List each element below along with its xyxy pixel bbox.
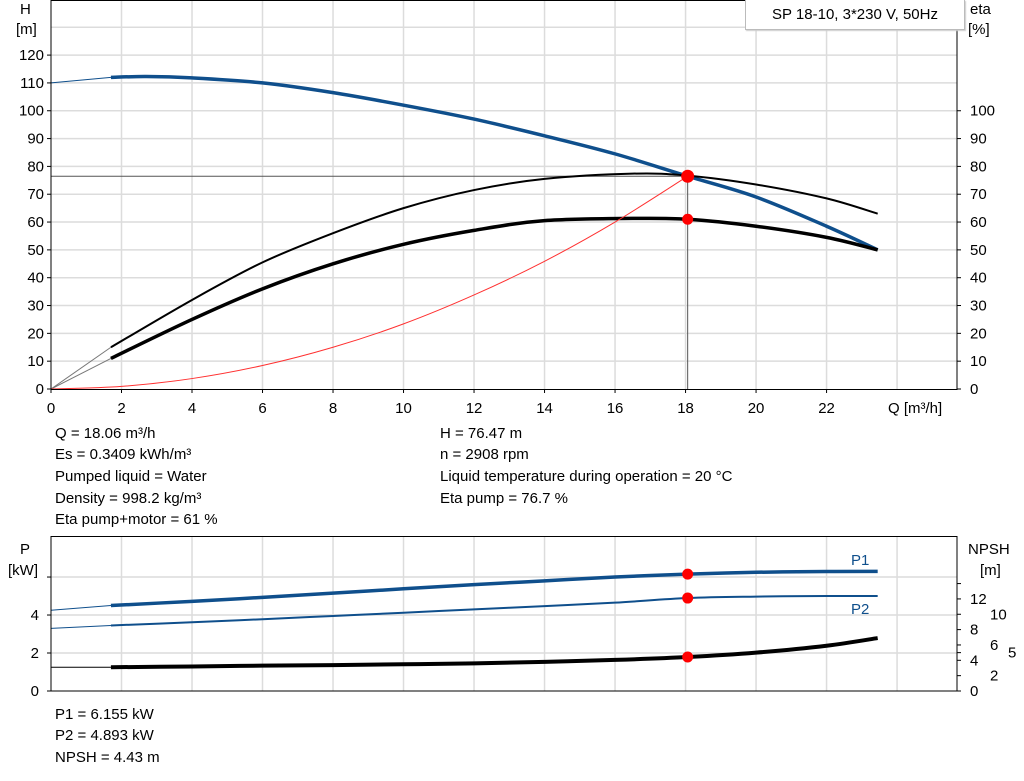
result-es: Es = 0.3409 kWh/m³ [55, 446, 192, 463]
npsh-tick-label: 12 [970, 591, 987, 608]
npsh-tick-label: 5 [1008, 645, 1016, 662]
npsh-tick-label: 8 [970, 622, 978, 639]
result-speed: n = 2908 rpm [440, 446, 529, 463]
npsh-tick-label: 4 [970, 652, 978, 669]
result-p1: P1 = 6.155 kW [55, 706, 154, 723]
q-tick-label: 8 [329, 400, 337, 417]
operating-point-marker [682, 213, 694, 225]
p-axis-label: P [20, 541, 30, 558]
h-tick-label: 80 [27, 158, 44, 175]
eta-tick-label: 90 [970, 131, 987, 148]
h-axis-label: H [20, 1, 31, 18]
npsh-axis-label: NPSH [968, 541, 1010, 558]
H-extrapolated-line [50, 76, 111, 84]
p1-curve [110, 569, 878, 608]
operating-point-marker [682, 592, 694, 604]
h-tick-label: 50 [27, 242, 44, 259]
top-chart-curves [50, 74, 879, 390]
result-density: Density = 998.2 kg/m³ [55, 490, 202, 507]
eta-tick-label: 80 [970, 158, 987, 175]
h-tick-label: 70 [27, 186, 44, 203]
result-head: H = 76.47 m [440, 425, 523, 442]
q-tick-label: 2 [117, 400, 125, 417]
npsh-tick-label: 6 [990, 637, 998, 654]
h-tick-label: 30 [27, 298, 44, 315]
npsh-tick-label: 10 [990, 606, 1007, 623]
bottom-plot-frame [50, 536, 958, 692]
h-tick-label: 40 [27, 270, 44, 287]
eta-tick-label: 40 [970, 270, 987, 287]
result-flow: Q = 18.06 m³/h [55, 425, 156, 442]
q-tick-label: 0 [47, 400, 55, 417]
eta-tick-label: 20 [970, 325, 987, 342]
h-tick-label: 100 [19, 103, 44, 120]
h-tick-label: 110 [20, 75, 44, 92]
q-tick-label: 10 [395, 400, 412, 417]
p-tick-label: 4 [31, 607, 39, 624]
q-tick-label: 4 [188, 400, 196, 417]
eta-axis-unit: [%] [968, 21, 990, 38]
q-tick-label: 22 [818, 400, 835, 417]
bottom-chart-grid [51, 536, 957, 691]
eta-tick-label: 50 [970, 242, 987, 259]
p-tick-label: 0 [31, 683, 39, 700]
h-tick-label: 0 [36, 381, 44, 398]
p1-extrapolated-line [50, 605, 111, 611]
top-chart-grid [51, 0, 957, 389]
eta-axis-label: eta [970, 1, 992, 18]
eta-tick-label: 100 [970, 103, 995, 120]
p2-series-label: P2 [851, 601, 869, 618]
npsh-tick-label: 2 [990, 668, 998, 685]
eta-tick-label: 30 [970, 298, 987, 315]
p2-extrapolated-line [50, 624, 111, 629]
eta_pump-extrapolated-line [50, 346, 112, 390]
p-axis-unit: [kW] [8, 562, 38, 579]
bottom-chart-curves [50, 568, 878, 670]
H-curve [110, 74, 879, 252]
q-tick-label: 16 [607, 400, 624, 417]
result-liquid: Pumped liquid = Water [55, 468, 207, 485]
q-tick-label: 12 [466, 400, 483, 417]
eta_pump_motor-curve [110, 216, 879, 360]
operating-point-marker [682, 651, 694, 663]
eta-tick-label: 0 [970, 381, 978, 398]
eta_pump_motor-extrapolated-line [50, 357, 112, 390]
pump-title-legend: SP 18-10, 3*230 V, 50Hz [745, 0, 965, 30]
result-p2: P2 = 4.893 kW [55, 727, 154, 744]
eta-tick-label: 10 [970, 353, 987, 370]
system_curve-curve [50, 175, 688, 390]
h-axis-unit: [m] [16, 21, 37, 38]
eta_pump-curve [110, 172, 878, 349]
q-tick-label: 14 [536, 400, 553, 417]
result-eta-pump-motor: Eta pump+motor = 61 % [55, 511, 218, 528]
q-axis-label: Q [m³/h] [888, 400, 942, 417]
npsh-curve [110, 636, 878, 670]
npsh-tick-label: 0 [970, 683, 978, 700]
h-tick-label: 10 [27, 353, 44, 370]
p-tick-label: 2 [31, 645, 39, 662]
result-eta-pump: Eta pump = 76.7 % [440, 490, 568, 507]
eta-tick-label: 60 [970, 214, 987, 231]
p2-curve [110, 594, 878, 627]
q-tick-label: 6 [258, 400, 266, 417]
h-tick-label: 120 [19, 47, 44, 64]
npsh-axis-unit: [m] [980, 562, 1001, 579]
p1-series-label: P1 [851, 552, 869, 569]
q-tick-label: 20 [748, 400, 765, 417]
eta-tick-label: 70 [970, 186, 987, 203]
h-tick-label: 60 [27, 214, 44, 231]
result-temperature: Liquid temperature during operation = 20… [440, 468, 733, 485]
operating-point-marker [681, 169, 695, 183]
result-npsh: NPSH = 4.43 m [55, 749, 160, 766]
operating-point-marker [682, 568, 694, 580]
top-chart-axes: 0102030405060708090100110120010203040506… [19, 0, 995, 417]
q-tick-label: 18 [677, 400, 694, 417]
h-tick-label: 20 [27, 325, 44, 342]
h-tick-label: 90 [27, 131, 44, 148]
